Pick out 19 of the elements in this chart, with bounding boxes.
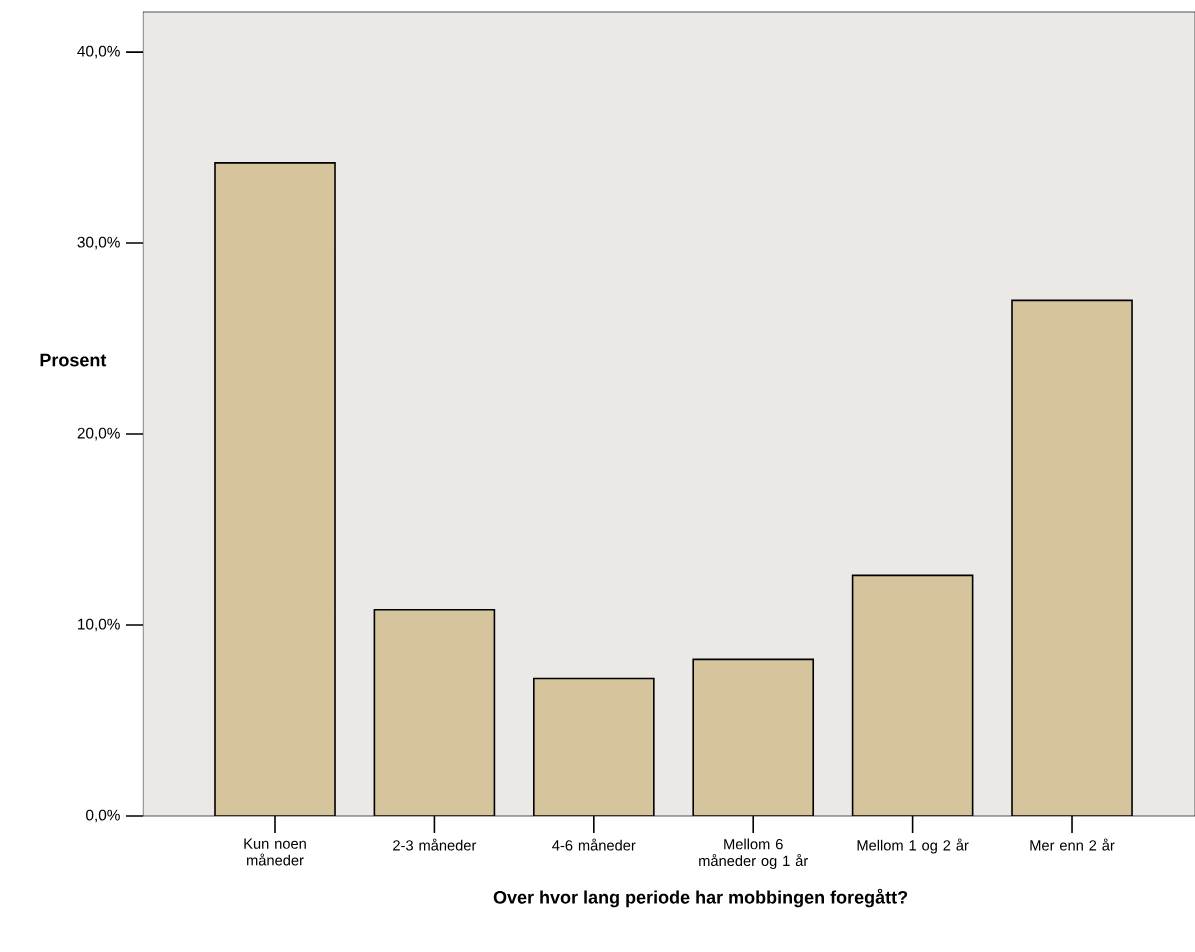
y-tick-label: 20,0% [77,427,120,441]
bar [214,162,336,816]
x-axis-title: Over hvor lang periode har mobbingen foregått? [493,888,908,908]
y-tick-label: 0,0% [86,809,120,823]
y-tick-label: 10,0% [78,618,120,632]
x-tick-label: Mellom 1 og 2 år [857,838,969,854]
x-tick-label: Kun noen måneder [244,838,306,866]
x-tick-label: Mellom 6 måneder og 1 år [699,838,808,869]
bar [373,608,496,816]
bar [692,658,815,816]
bar [533,677,655,816]
x-tick-label: Mer enn 2 år [1030,838,1115,851]
y-tick-label: 40,0% [77,45,120,59]
x-tick-label: 4-6 måneder [552,838,636,851]
y-tick-label: 30,0% [77,236,120,250]
x-tick-label: 2-3 måneder [393,838,477,851]
bar [1011,299,1133,816]
y-axis-title: Prosent [40,353,107,367]
bar [852,575,973,816]
